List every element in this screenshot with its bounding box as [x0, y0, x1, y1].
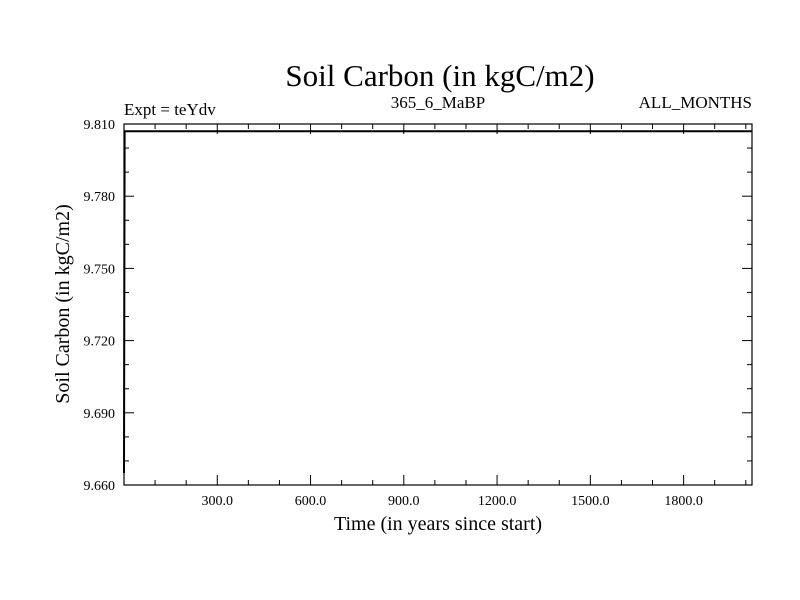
x-axis-label: Time (in years since start): [334, 513, 542, 535]
soil-carbon-series-line: [123, 130, 752, 473]
y-tick-label: 9.810: [84, 118, 116, 133]
y-tick-label: 9.690: [84, 407, 116, 422]
x-tick-label: 1200.0: [478, 494, 517, 509]
y-axis-label: Soil Carbon (in kgC/m2): [52, 204, 74, 403]
period-label: 365_6_MaBP: [391, 93, 485, 112]
plot-area: [123, 123, 753, 486]
y-tick-label: 9.780: [84, 190, 116, 205]
y-tick-label: 9.750: [84, 262, 116, 277]
experiment-label: Expt = teYdv: [124, 100, 216, 119]
chart-title: Soil Carbon (in kgC/m2): [285, 58, 594, 93]
y-tick-label: 9.720: [84, 335, 116, 350]
months-label: ALL_MONTHS: [639, 93, 752, 112]
x-tick-label: 900.0: [388, 494, 420, 509]
x-tick-label: 1800.0: [664, 494, 703, 509]
x-tick-label: 1500.0: [571, 494, 610, 509]
x-tick-label: 300.0: [202, 494, 234, 509]
y-tick-label: 9.660: [84, 479, 116, 494]
x-tick-label: 600.0: [295, 494, 327, 509]
